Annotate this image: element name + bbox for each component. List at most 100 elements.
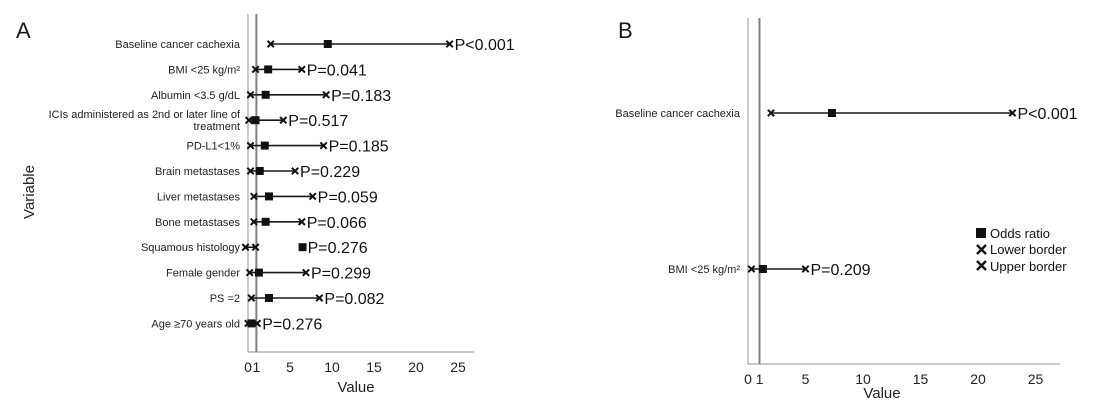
x-tick-label: 15 (366, 359, 382, 375)
lower-border-marker (747, 265, 756, 273)
panel-b-row: BMI <25 kg/m² P=0.209 (668, 262, 870, 279)
odds-ratio-marker (247, 319, 256, 328)
lower-border-marker (244, 116, 253, 125)
panel-b-rows: Baseline cancer cachexia P<0.001 BMI <25 k… (615, 106, 1077, 279)
variable-label: BMI <25 kg/m² (668, 264, 740, 276)
x-tick-label: 25 (450, 359, 466, 375)
variable-label: BMI <25 kg/m² (168, 64, 240, 76)
x-tick-label: 5 (286, 359, 294, 375)
p-value-label: P=0.041 (307, 62, 367, 79)
variable-label: Liver metastases (157, 191, 241, 203)
odds-ratio-marker (260, 141, 269, 150)
odds-ratio-marker (265, 192, 273, 201)
upper-border-marker (291, 167, 299, 175)
upper-border-marker (302, 268, 310, 277)
panel-b-legend: Odds ratio Lower border Upper border (976, 226, 1067, 274)
x-tick-label: 20 (408, 359, 424, 375)
panel-b-x-ticks: 0 1 5 10 15 20 25 (744, 371, 1043, 387)
variable-label: Age ≥70 years old (151, 318, 240, 330)
odds-ratio-marker (758, 265, 767, 273)
upper-border-marker (801, 265, 810, 273)
upper-border-marker (279, 116, 288, 125)
panel-a-row: Baseline cancer cachexia P<0.001 (115, 37, 515, 54)
legend-odds-ratio-label: Odds ratio (990, 226, 1050, 241)
lower-border-marker (767, 109, 775, 117)
panel-a-letter: A (16, 18, 31, 43)
x-tick-label: 0 (244, 359, 252, 375)
p-value-label: P=0.185 (329, 139, 389, 156)
lower-border-marker (247, 294, 256, 302)
x-tick-label: 1 (756, 371, 764, 387)
panel-a-rows: Baseline cancer cachexia P<0.001 BMI <25 k… (49, 37, 515, 333)
panel-a-row: Liver metastases P=0.059 (157, 189, 378, 206)
variable-label: Baseline cancer cachexia (115, 39, 241, 51)
x-tick-label: 5 (802, 371, 810, 387)
variable-label: PD-L1<1% (186, 141, 240, 153)
panel-a-x-axis-title: Value (337, 379, 374, 396)
variable-label: Squamous histology (141, 242, 241, 254)
upper-border-marker (251, 243, 260, 252)
panel-a-y-axis-title: Variable (21, 165, 38, 219)
variable-label: Baseline cancer cachexia (615, 108, 741, 120)
x-tick-label: 10 (855, 371, 871, 387)
panel-a-x-ticks: 0 1 5 10 15 20 25 (244, 359, 466, 375)
panel-a-row: ICIs administered as 2nd or later line o… (49, 109, 349, 133)
x-tick-label: 25 (1028, 371, 1044, 387)
variable-label: Brain metastases (155, 166, 240, 178)
legend-odds-ratio-marker (976, 228, 986, 238)
panel-a-row: BMI <25 kg/m² P=0.041 (168, 62, 367, 79)
panel-a-row: Bone metastases P=0.066 (155, 215, 367, 232)
panel-b: B Baseline cancer cachexia P<0.001 BMI <25… (615, 18, 1078, 402)
x-tick-label: 1 (253, 359, 261, 375)
upper-border-marker (322, 90, 331, 99)
lower-border-marker (249, 217, 258, 226)
upper-border-marker (308, 192, 317, 201)
upper-border-marker (1008, 109, 1017, 117)
variable-label: PS =2 (210, 293, 240, 305)
legend-lower-border-marker (976, 244, 987, 255)
panel-a-row: Albumin <3.5 g/dL P=0.183 (151, 88, 391, 105)
odds-ratio-marker (261, 217, 270, 226)
lower-border-marker (249, 192, 258, 201)
lower-border-marker (266, 40, 275, 48)
odds-ratio-marker (298, 243, 307, 252)
panel-b-x-axis-title: Value (863, 385, 900, 402)
odds-ratio-marker (261, 90, 270, 99)
p-value-label: P=0.229 (300, 164, 360, 181)
legend-upper-border-marker (976, 260, 987, 271)
p-value-label: P=0.276 (262, 316, 322, 333)
p-value-label: P=0.299 (311, 266, 371, 283)
lower-border-marker (246, 90, 255, 99)
x-tick-label: 0 (744, 371, 752, 387)
odds-ratio-marker (264, 65, 273, 74)
panel-a-row: Age ≥70 years old P=0.276 (151, 316, 322, 333)
variable-label: Female gender (166, 268, 240, 280)
lower-border-marker (246, 167, 255, 175)
p-value-label: P=0.276 (308, 240, 368, 257)
odds-ratio-marker (827, 109, 836, 117)
panel-a-row: Female gender P=0.299 (166, 266, 371, 283)
x-tick-label: 10 (324, 359, 340, 375)
odds-ratio-marker (251, 116, 260, 125)
odds-ratio-marker (255, 167, 264, 175)
panel-a-row: PS =2 P=0.082 (210, 291, 385, 308)
variable-label: treatment (194, 121, 240, 133)
x-tick-label: 20 (970, 371, 986, 387)
odds-ratio-marker (265, 294, 273, 302)
panel-a-row: Brain metastases P=0.229 (155, 164, 360, 181)
upper-border-marker (315, 294, 324, 302)
x-tick-label: 15 (913, 371, 929, 387)
p-value-label: P=0.059 (318, 189, 378, 206)
p-value-label: P<0.001 (455, 37, 515, 54)
lower-border-marker (245, 268, 254, 277)
lower-border-marker (251, 65, 260, 74)
panel-b-row: Baseline cancer cachexia P<0.001 (615, 106, 1077, 123)
legend-upper-border-label: Upper border (990, 259, 1067, 274)
odds-ratio-marker (254, 268, 263, 277)
upper-border-marker (319, 141, 328, 150)
upper-border-marker (297, 217, 306, 226)
p-value-label: P=0.082 (324, 291, 384, 308)
variable-label: ICIs administered as 2nd or later line o… (49, 109, 241, 121)
lower-border-marker (246, 141, 255, 150)
